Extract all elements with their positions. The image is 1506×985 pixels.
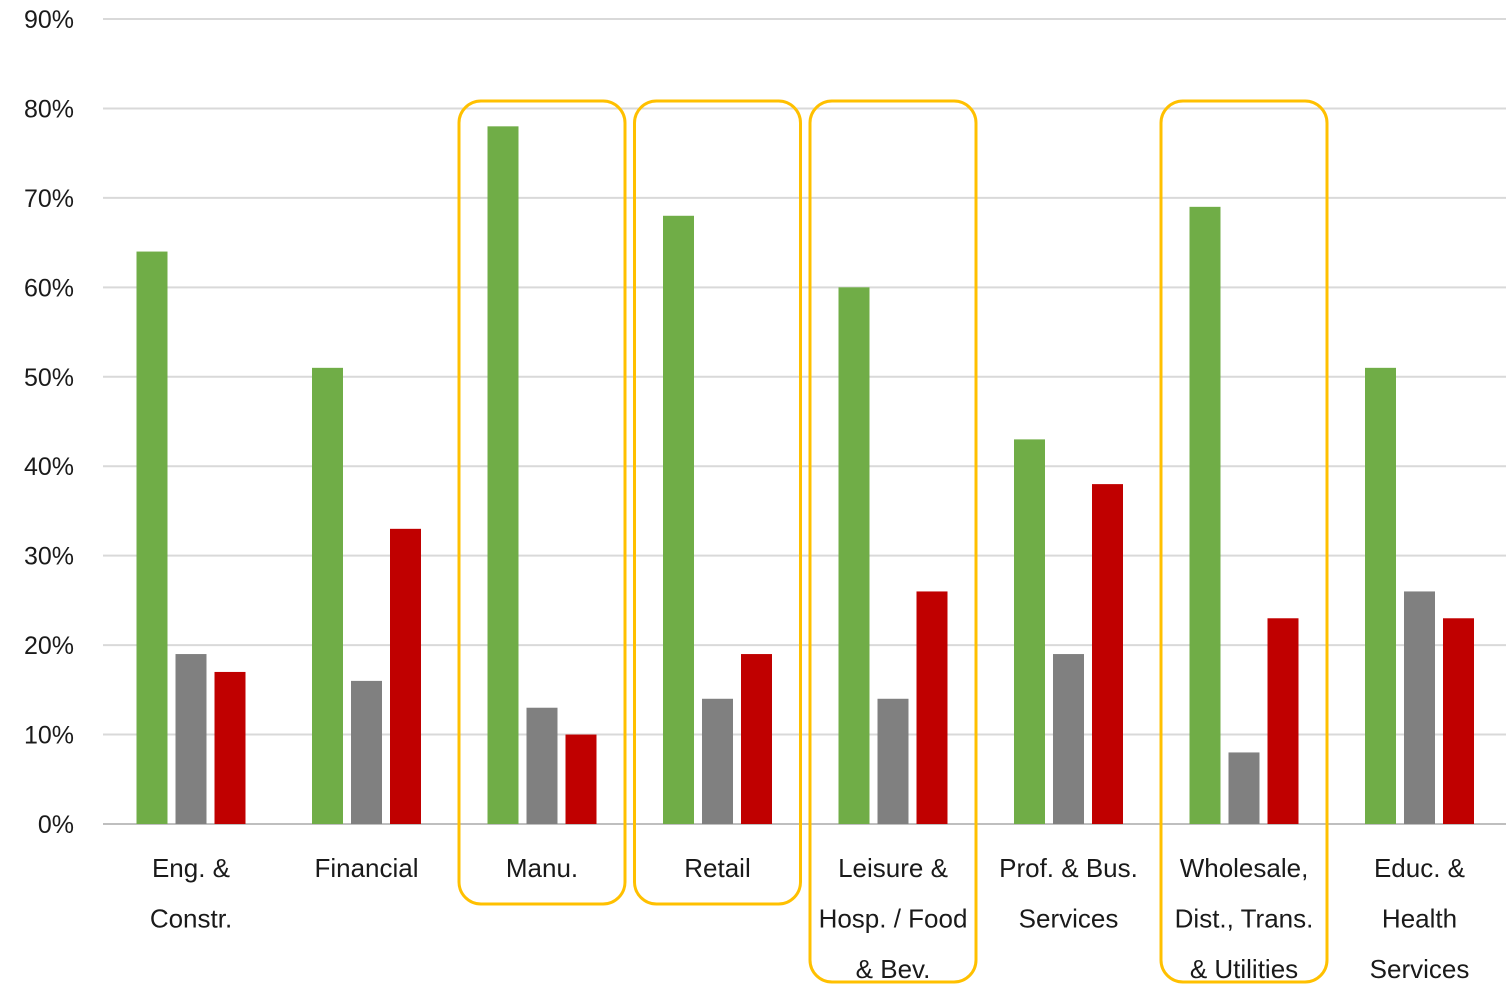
category-label: Dist., Trans.: [1175, 904, 1314, 934]
category-label: & Utilities: [1190, 954, 1298, 984]
y-tick-label: 20%: [24, 632, 74, 660]
bar: [312, 367, 343, 824]
bar: [390, 528, 421, 824]
category-label: Wholesale,: [1180, 853, 1309, 883]
category-label: Prof. & Bus.: [999, 853, 1138, 883]
bar: [838, 287, 870, 824]
category-label: Manu.: [506, 853, 578, 883]
category-highlight-box: [808, 99, 978, 984]
y-tick-label: 90%: [24, 6, 74, 34]
bar: [351, 680, 382, 824]
category-label: Eng. &: [152, 853, 230, 883]
category-label: Leisure &: [838, 853, 948, 883]
y-tick-label: 10%: [24, 722, 74, 750]
y-axis-ticks: 0% 10% 20% 30% 40% 50% 60% 70% 80% 90%: [24, 6, 74, 839]
category-label: Health: [1382, 904, 1457, 934]
category-highlight-box: [633, 99, 802, 906]
y-tick-label: 50%: [24, 364, 74, 392]
bar: [526, 707, 558, 824]
x-axis-categories: Eng. & Constr. Financial Manu. Retail Leisure…: [150, 853, 1470, 984]
category-label: & Bev.: [856, 954, 931, 984]
y-tick-label: 80%: [24, 95, 74, 123]
bar: [136, 251, 168, 825]
bar: [214, 671, 246, 824]
y-tick-label: 60%: [24, 274, 74, 302]
bar: [1189, 206, 1221, 825]
bar: [877, 698, 909, 824]
bar: [702, 698, 733, 824]
bar: [1267, 618, 1299, 824]
bar: [1404, 591, 1435, 824]
category-highlight-box: [1159, 99, 1329, 984]
bar: [1053, 654, 1084, 824]
bar: [1443, 618, 1474, 824]
y-tick-label: 0%: [38, 811, 74, 839]
category-label: Services: [1019, 904, 1119, 934]
bar: [1014, 439, 1045, 824]
bar: [487, 126, 519, 825]
category-label: Constr.: [150, 904, 232, 934]
bar: [916, 591, 948, 824]
bars: [136, 126, 1474, 825]
category-highlight-box: [457, 99, 627, 906]
category-label: Educ. &: [1374, 853, 1465, 883]
category-label: Hosp. / Food: [819, 904, 968, 934]
category-highlights: [457, 99, 1329, 984]
y-tick-label: 70%: [24, 185, 74, 213]
category-label: Retail: [684, 853, 750, 883]
bar: [1092, 484, 1123, 824]
y-tick-label: 40%: [24, 453, 74, 481]
bar: [175, 654, 207, 824]
bar: [1365, 367, 1396, 824]
bar: [565, 734, 597, 824]
category-label: Services: [1370, 954, 1470, 984]
bar: [741, 654, 772, 824]
y-tick-label: 30%: [24, 543, 74, 571]
bar: [663, 215, 694, 824]
category-label: Financial: [314, 853, 418, 883]
bar: [1228, 752, 1260, 824]
